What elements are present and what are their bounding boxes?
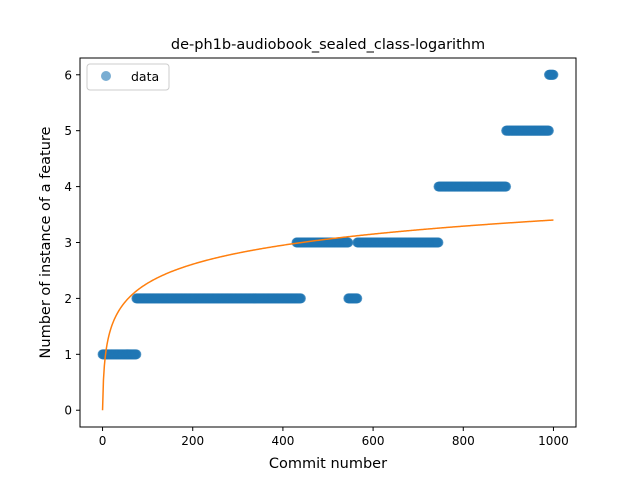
y-axis: 0 1 2 3 4 5 6 [64,68,80,418]
y-tick-label-1: 1 [64,348,72,362]
y-tick-label-2: 2 [64,292,72,306]
x-tick-label-200: 200 [181,434,204,448]
y-tick-label-4: 4 [64,180,72,194]
data-point [352,293,363,304]
series-layer [97,69,559,411]
x-axis-label: Commit number [269,456,387,472]
legend-box [86,63,170,91]
data-point [131,349,142,360]
x-tick-label-600: 600 [362,434,385,448]
data-point [543,125,554,136]
legend-marker-data [101,71,111,81]
y-tick-label-5: 5 [64,124,72,138]
y-tick-label-6: 6 [64,68,72,82]
x-tick-label-400: 400 [271,434,294,448]
fit-line [101,219,554,411]
data-point [433,237,444,248]
x-tick-label-1000: 1000 [538,434,569,448]
legend-label-data: data [131,69,159,84]
x-tick-label-800: 800 [452,434,475,448]
plot-area [79,57,577,428]
x-tick-label-0: 0 [99,434,107,448]
data-point [501,181,512,192]
y-axis-label: Number of instance of a feature [38,126,54,358]
x-axis: 0 200 400 600 800 1000 [99,427,569,448]
data-point [343,237,354,248]
data-point [295,293,306,304]
chart-title: de-ph1b-audiobook_sealed_class-logarithm [171,37,485,53]
y-tick-label-0: 0 [64,404,72,418]
data-point [548,69,559,80]
legend: data [86,63,170,91]
y-tick-label-3: 3 [64,236,72,250]
